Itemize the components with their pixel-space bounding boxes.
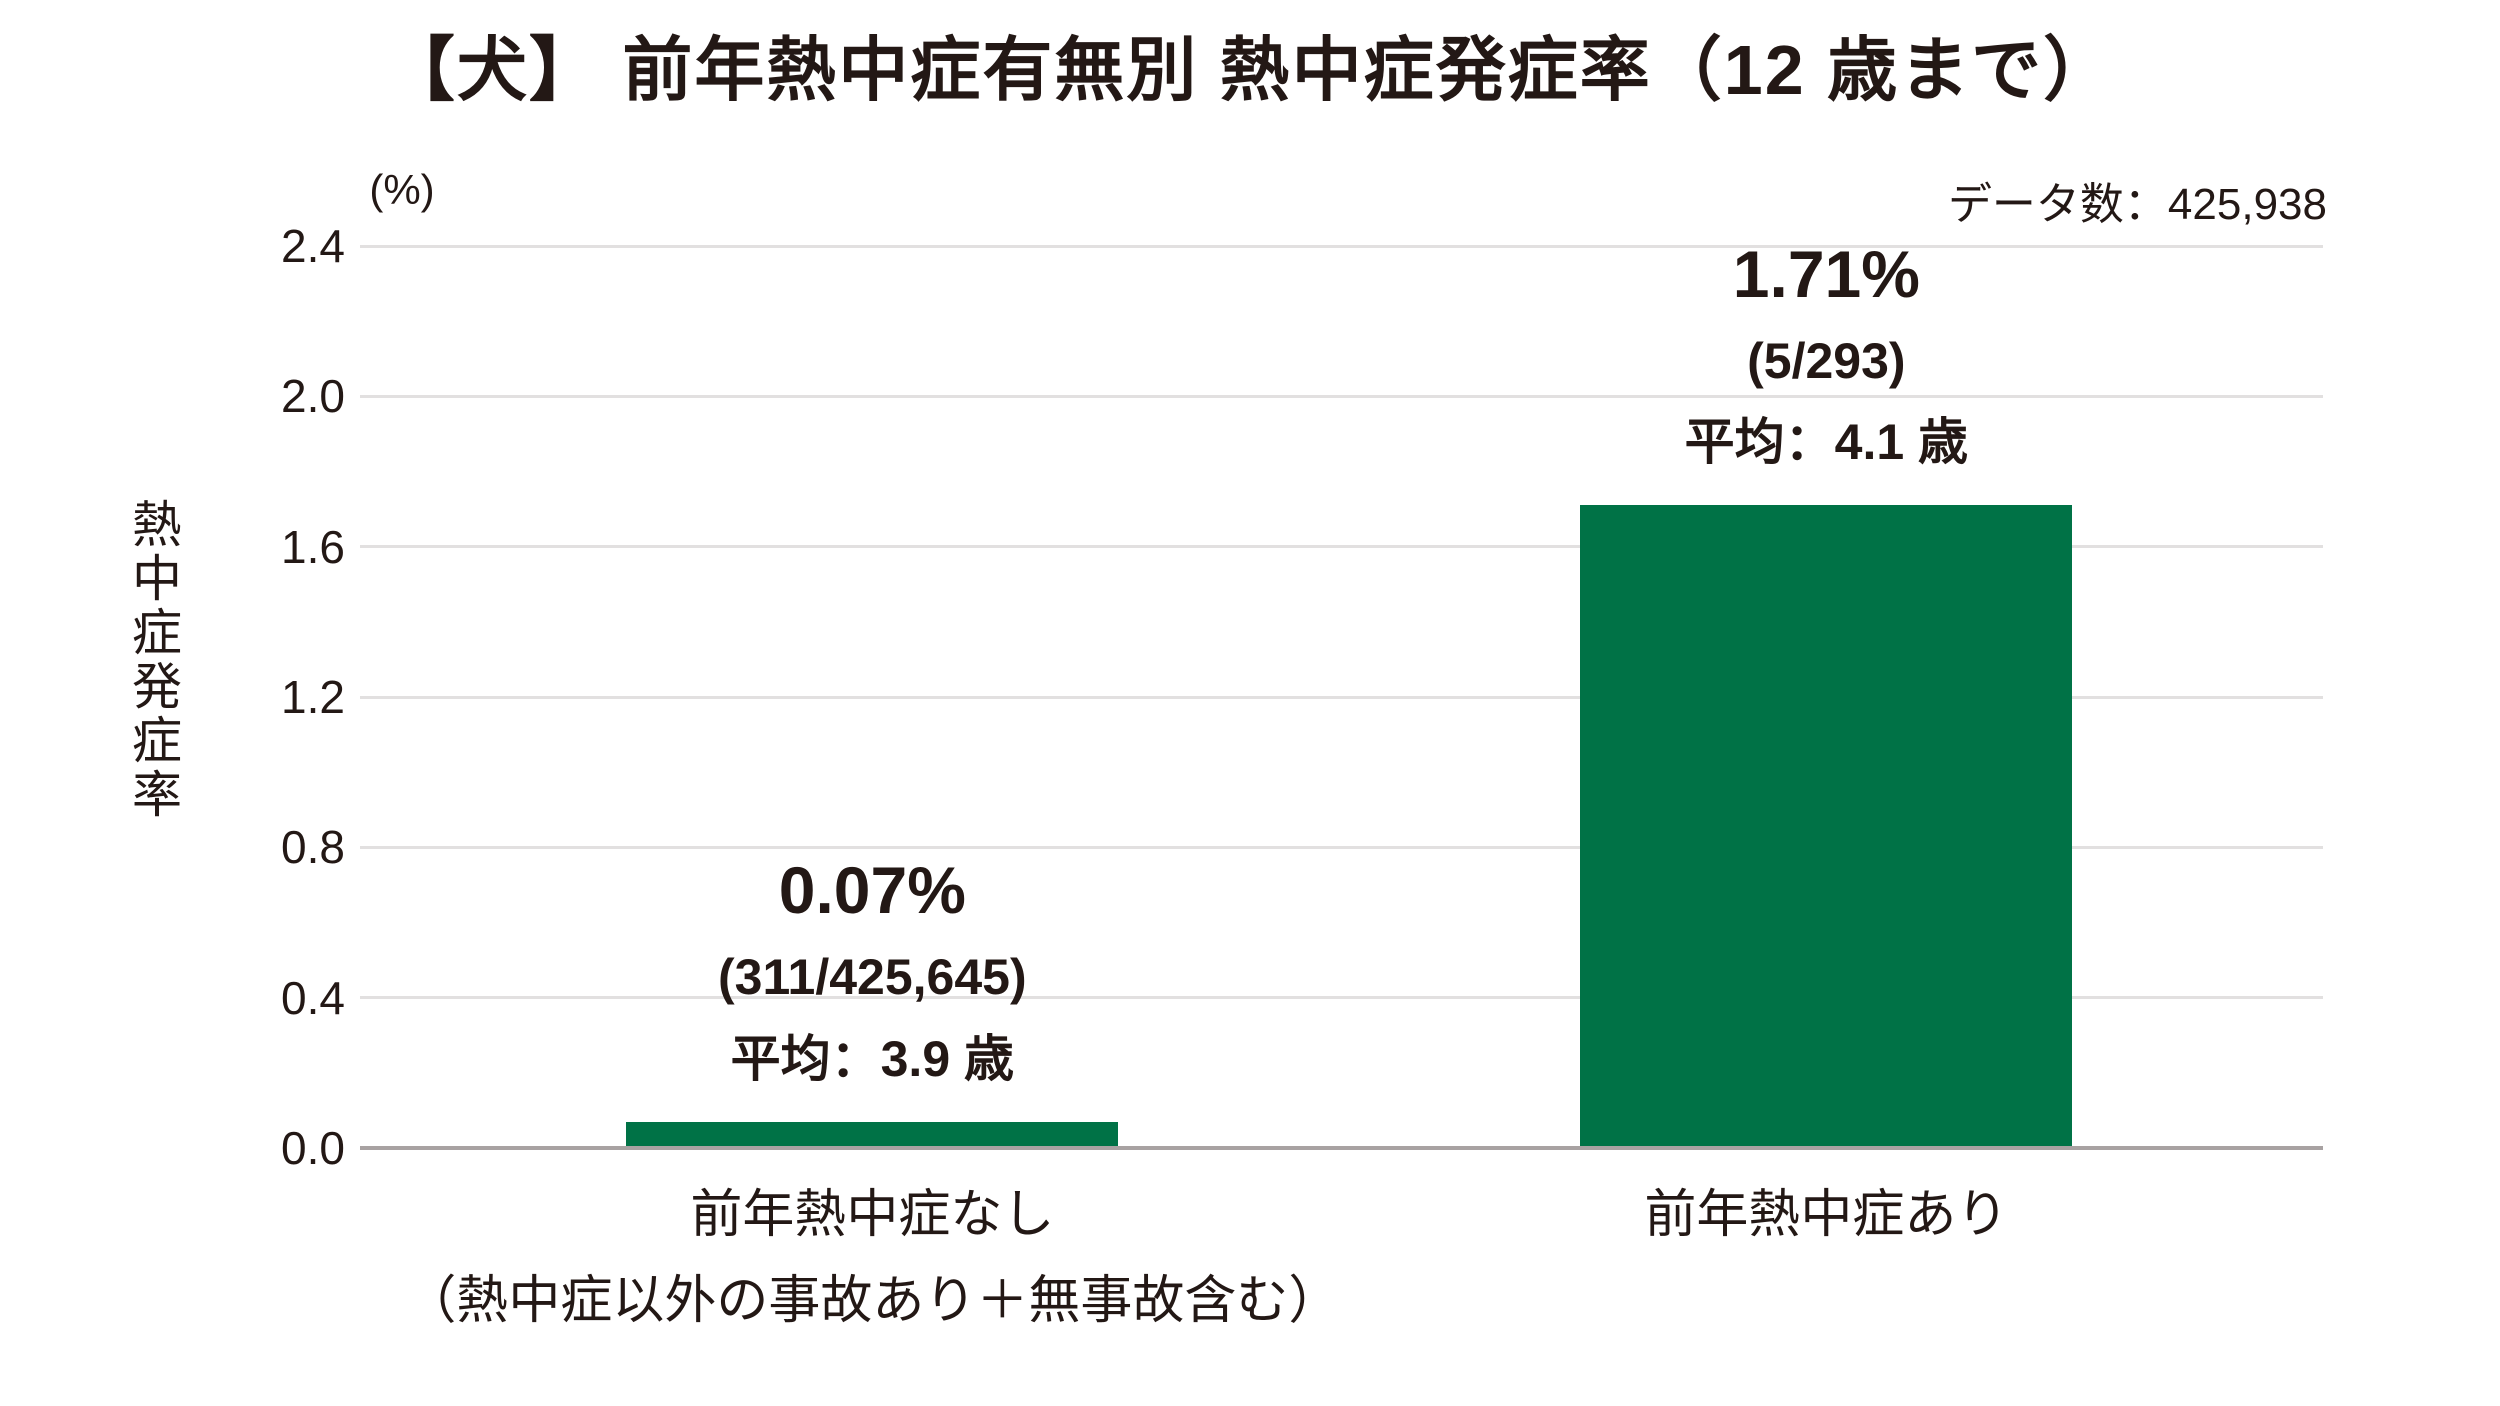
- category-label-main: 前年熱中症あり: [1644, 1186, 2009, 1244]
- bar-prior-heatstroke: [1580, 505, 2073, 1148]
- gridline: [360, 845, 2323, 849]
- gridline: [360, 545, 2323, 549]
- bar-value-label: 1.71%: [1732, 237, 1920, 312]
- bar-mean-age-label: 平均：3.9 歳: [730, 1030, 1015, 1087]
- y-tick-label: 2.0: [281, 370, 345, 423]
- y-tick-label: 2.4: [281, 220, 345, 272]
- y-tick-label: 0.0: [281, 1122, 345, 1174]
- chart-title: 【犬】 前年熱中症有無別 熱中症発症率（12 歳まで）: [384, 31, 2116, 109]
- bar-annotation: 1.71% (5/293) 平均：4.1 歳: [1326, 232, 2326, 480]
- bar-annotation: 0.07% (311/425,645) 平均：3.9 歳: [372, 848, 1372, 1096]
- category-label: 前年熱中症なし （熱中症以外の事故あり＋無事故含む）: [222, 1172, 1522, 1345]
- gridline: [360, 244, 2323, 248]
- y-tick-label: 0.8: [281, 821, 345, 874]
- y-axis-tick-labels: 2.4 2.0 1.6 1.2 0.8 0.4 0.0: [0, 223, 345, 1171]
- category-label: 前年熱中症あり: [1176, 1172, 2476, 1258]
- category-label-main: 前年熱中症なし: [690, 1186, 1055, 1244]
- plot-area: 0.07% (311/425,645) 平均：3.9 歳 1.71% (5/293) 平均…: [360, 237, 2323, 1150]
- y-tick-label: 0.4: [281, 971, 345, 1024]
- category-label-sub: （熱中症以外の事故あり＋無事故含む）: [404, 1272, 1341, 1331]
- bar-fraction-label: (5/293): [1747, 332, 1906, 389]
- y-tick-label: 1.6: [281, 520, 345, 573]
- gridline: [360, 996, 2323, 1000]
- bar-mean-age-label: 平均：4.1 歳: [1684, 414, 1969, 471]
- bar-no-prior-heatstroke: [626, 1121, 1119, 1148]
- gridline: [360, 394, 2323, 398]
- bar-value-label: 0.07%: [778, 853, 966, 928]
- y-tick-label: 1.2: [281, 671, 345, 723]
- y-axis-title: 熱中症発症率: [125, 498, 181, 822]
- y-axis-unit-label: (%): [369, 166, 435, 213]
- data-count-label: データ数：425,938: [1947, 180, 2327, 229]
- x-axis-baseline: [360, 1146, 2323, 1150]
- bar-fraction-label: (311/425,645): [718, 949, 1027, 1006]
- gridline: [360, 695, 2323, 699]
